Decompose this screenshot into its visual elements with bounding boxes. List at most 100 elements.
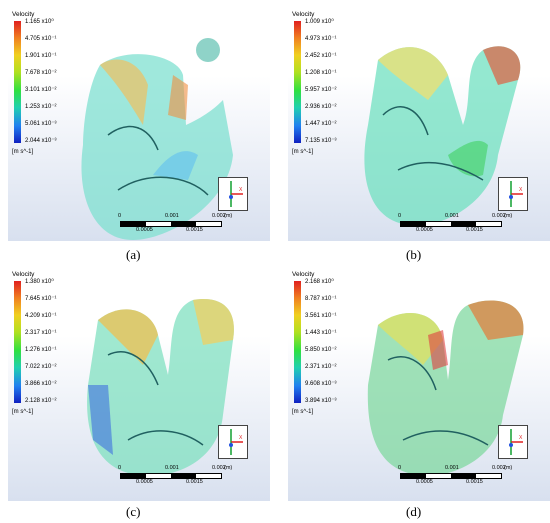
caption-b: (b) xyxy=(406,247,422,262)
axis-x-label: X xyxy=(239,435,243,441)
legend-tick: 1.443 x10⁻¹ xyxy=(305,330,337,336)
legend-tick: 3.894 x10⁻³ xyxy=(305,398,337,404)
caption-a: (a) xyxy=(126,247,141,262)
legend-title: Velocity xyxy=(12,271,35,278)
scale-label: 0 xyxy=(398,465,402,471)
legend-tick: 7.645 x10⁻¹ xyxy=(25,296,57,302)
axis-triad: X xyxy=(498,177,528,211)
legend-tick: 1.901 x10⁻¹ xyxy=(25,53,57,59)
scale-sublabel: 0.0015 xyxy=(186,479,203,485)
legend-tick: 5.850 x10⁻² xyxy=(305,347,337,353)
scale-track xyxy=(400,473,502,479)
axis-triad: X xyxy=(218,425,248,459)
axis-triad: X xyxy=(498,425,528,459)
scale-label: 0 xyxy=(118,213,122,219)
scale-label: 0.002 xyxy=(212,465,226,471)
legend-tick: 2.936 x10⁻² xyxy=(305,104,337,110)
scale-unit: (m) xyxy=(504,465,513,471)
legend-tick: 1.009 x10⁰ xyxy=(305,19,334,25)
legend-tick: 1.447 x10⁻² xyxy=(305,121,337,127)
scale-sublabel: 0.0005 xyxy=(136,479,153,485)
scale-label: 0 xyxy=(398,213,402,219)
legend-unit: [m s^-1] xyxy=(292,149,314,155)
colorbar xyxy=(294,281,301,403)
scale-track xyxy=(400,221,502,227)
scale-label: 0.001 xyxy=(445,465,459,471)
legend-title: Velocity xyxy=(292,11,315,18)
scale-bar: 0 0.001 0.002 (m) 0.0005 0.0015 xyxy=(116,465,232,489)
panel-c: Velocity 1.380 x10⁰ 7.645 x10⁻¹ 4.209 x1… xyxy=(8,265,270,501)
legend-tick: 9.608 x10⁻³ xyxy=(305,381,337,387)
scale-label: 0.002 xyxy=(492,465,506,471)
caption-d: (d) xyxy=(406,504,422,519)
panel-a: Velocity 1.165 x10⁰ 4.705 x10⁻¹ 1.901 x1… xyxy=(8,5,270,241)
legend-tick: 8.787 x10⁻¹ xyxy=(305,296,337,302)
scale-label: 0.002 xyxy=(212,213,226,219)
colorbar xyxy=(14,21,21,143)
axis-x-label: X xyxy=(519,435,523,441)
legend-tick: 1.208 x10⁻¹ xyxy=(305,70,337,76)
scale-bar: 0 0.001 0.002 (m) 0.0005 0.0015 xyxy=(116,213,232,237)
legend-tick: 2.452 x10⁻¹ xyxy=(305,53,337,59)
scale-label: 0.001 xyxy=(445,213,459,219)
legend-tick: 4.705 x10⁻¹ xyxy=(25,36,57,42)
legend-tick: 4.973 x10⁻¹ xyxy=(305,36,337,42)
velocity-field xyxy=(367,300,524,476)
legend: Velocity 1.380 x10⁰ 7.645 x10⁻¹ 4.209 x1… xyxy=(12,271,102,421)
scale-label: 0.001 xyxy=(165,213,179,219)
scale-unit: (m) xyxy=(224,213,233,219)
scale-sublabel: 0.0015 xyxy=(466,227,483,233)
scale-track xyxy=(120,473,222,479)
scale-bar: 0 0.001 0.002 (m) 0.0005 0.0015 xyxy=(396,213,512,237)
legend-tick: 2.317 x10⁻¹ xyxy=(25,330,57,336)
legend-tick: 5.957 x10⁻² xyxy=(305,87,337,93)
velocity-field xyxy=(364,46,521,226)
legend-unit: [m s^-1] xyxy=(292,409,314,415)
legend-tick: 4.209 x10⁻¹ xyxy=(25,313,57,319)
scale-sublabel: 0.0015 xyxy=(466,479,483,485)
axis-x-label: X xyxy=(519,187,523,193)
legend-tick: 1.380 x10⁰ xyxy=(25,279,54,285)
legend-tick: 2.168 x10⁰ xyxy=(305,279,334,285)
legend-tick: 2.128 x10⁻² xyxy=(25,398,57,404)
scale-bar: 0 0.001 0.002 (m) 0.0005 0.0015 xyxy=(396,465,512,489)
colorbar xyxy=(14,281,21,403)
scale-sublabel: 0.0005 xyxy=(136,227,153,233)
axis-triad: X xyxy=(218,177,248,211)
legend: Velocity 1.009 x10⁰ 4.973 x10⁻¹ 2.452 x1… xyxy=(292,11,382,161)
colorbar xyxy=(294,21,301,143)
legend-unit: [m s^-1] xyxy=(12,409,34,415)
legend-title: Velocity xyxy=(12,11,35,18)
legend-tick: 2.044 x10⁻³ xyxy=(25,138,57,144)
legend-tick: 7.022 x10⁻² xyxy=(25,364,57,370)
legend-tick: 1.253 x10⁻² xyxy=(25,104,57,110)
legend-tick: 3.866 x10⁻² xyxy=(25,381,57,387)
scale-label: 0.001 xyxy=(165,465,179,471)
scale-label: 0 xyxy=(118,465,122,471)
velocity-field xyxy=(87,299,234,476)
legend-tick: 3.101 x10⁻² xyxy=(25,87,57,93)
legend-tick: 1.276 x10⁻¹ xyxy=(25,347,57,353)
scale-track xyxy=(120,221,222,227)
legend-tick: 7.135 x10⁻³ xyxy=(305,138,337,144)
legend-unit: [m s^-1] xyxy=(12,149,34,155)
legend-title: Velocity xyxy=(292,271,315,278)
legend-tick: 7.678 x10⁻² xyxy=(25,70,57,76)
scale-unit: (m) xyxy=(504,213,513,219)
scale-sublabel: 0.0005 xyxy=(416,227,433,233)
legend: Velocity 1.165 x10⁰ 4.705 x10⁻¹ 1.901 x1… xyxy=(12,11,102,161)
scale-unit: (m) xyxy=(224,465,233,471)
axis-x-label: X xyxy=(239,187,243,193)
velocity-field xyxy=(81,38,233,241)
legend-tick: 2.371 x10⁻² xyxy=(305,364,337,370)
scale-sublabel: 0.0005 xyxy=(416,479,433,485)
scale-sublabel: 0.0015 xyxy=(186,227,203,233)
panel-b: Velocity 1.009 x10⁰ 4.973 x10⁻¹ 2.452 x1… xyxy=(288,5,550,241)
legend: Velocity 2.168 x10⁰ 8.787 x10⁻¹ 3.561 x1… xyxy=(292,271,382,421)
legend-tick: 3.561 x10⁻¹ xyxy=(305,313,337,319)
caption-c: (c) xyxy=(126,504,141,519)
scale-label: 0.002 xyxy=(492,213,506,219)
legend-tick: 1.165 x10⁰ xyxy=(25,19,54,25)
panel-d: Velocity 2.168 x10⁰ 8.787 x10⁻¹ 3.561 x1… xyxy=(288,265,550,501)
legend-tick: 5.061 x10⁻³ xyxy=(25,121,57,127)
